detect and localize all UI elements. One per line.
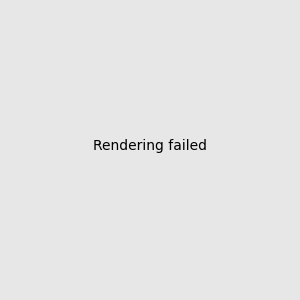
Text: Rendering failed: Rendering failed [93,139,207,153]
